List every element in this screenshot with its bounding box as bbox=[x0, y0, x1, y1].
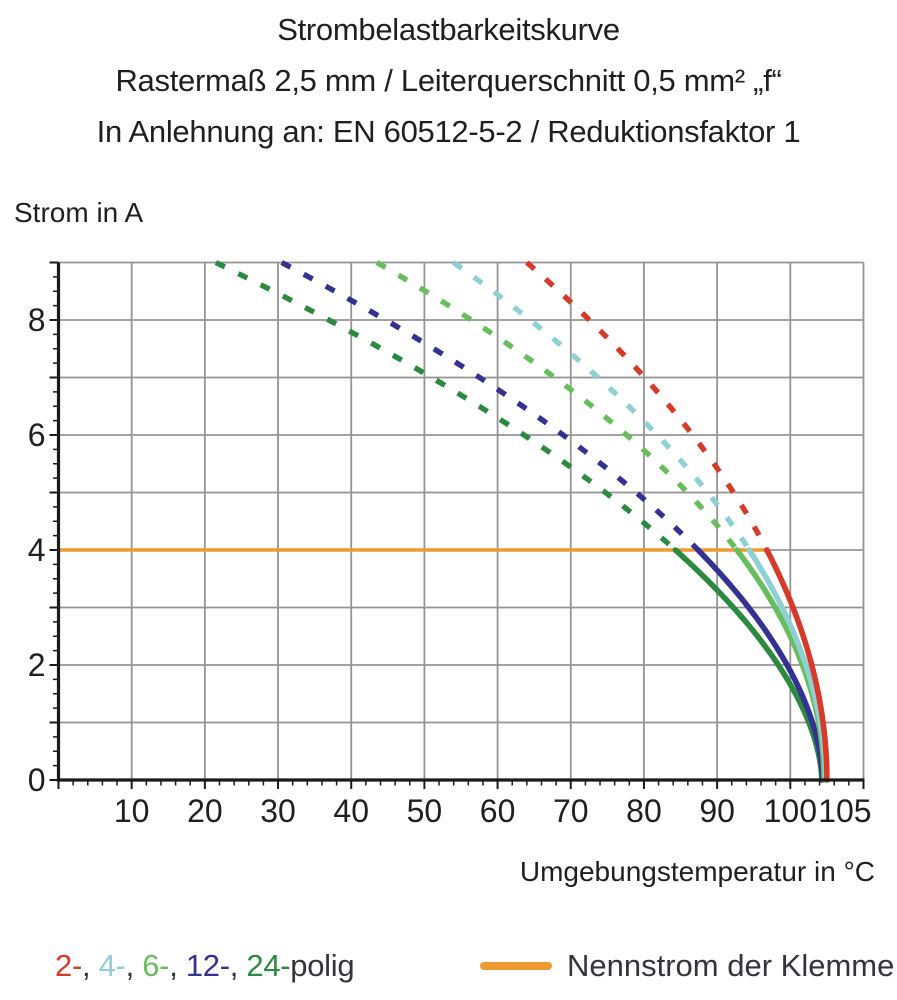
legend-pole-24-polig: 24- bbox=[246, 948, 291, 983]
x-tick-label: 90 bbox=[699, 793, 735, 829]
series-2-polig-dashed bbox=[525, 260, 770, 552]
legend-pole-12-polig: 12- bbox=[185, 948, 230, 983]
series-12-polig-dashed bbox=[280, 260, 701, 552]
y-axis-title: Strom in A bbox=[14, 197, 144, 228]
x-tick-label: 60 bbox=[480, 793, 516, 829]
chart-axes bbox=[49, 261, 865, 789]
series-6-polig bbox=[375, 260, 827, 783]
x-tick-label: 70 bbox=[553, 793, 589, 829]
legend-pole-4-polig: 4- bbox=[98, 948, 126, 983]
y-tick-label: 4 bbox=[28, 532, 46, 568]
legend-poles: 2-, 4-, 6-, 12-, 24-polig bbox=[55, 948, 355, 984]
legend-pole-separator: , bbox=[169, 948, 186, 983]
x-tick-label: 100 bbox=[764, 793, 817, 829]
nominal-current-swatch bbox=[480, 962, 552, 970]
series-12-polig-solid bbox=[695, 547, 826, 783]
chart-title-line-1: Strombelastbarkeitskurve bbox=[277, 12, 620, 47]
series-12-polig bbox=[280, 260, 826, 783]
y-tick-label: 0 bbox=[28, 762, 46, 798]
chart-title-line-2: Rastermaß 2,5 mm / Leiterquerschnitt 0,5… bbox=[115, 63, 782, 98]
series-2-polig bbox=[525, 260, 830, 783]
legend-pole-separator: , bbox=[125, 948, 143, 983]
nominal-current-label: Nennstrom der Klemme bbox=[567, 948, 895, 983]
tick-labels: 10 20 30 40 50 60 70 80 90 100 105 0 2 4 6 8 bbox=[28, 302, 872, 829]
x-tick-label: 20 bbox=[187, 793, 223, 829]
y-tick-label: 6 bbox=[28, 417, 46, 453]
series-2-polig-solid bbox=[764, 547, 830, 783]
legend-pole-separator: polig bbox=[290, 948, 355, 983]
legend-nominal-current: Nennstrom der Klemme bbox=[480, 948, 894, 984]
x-tick-label: 30 bbox=[260, 793, 296, 829]
x-tick-label: 10 bbox=[114, 793, 150, 829]
legend-pole-2-polig: 2- bbox=[55, 948, 82, 983]
legend-pole-separator: , bbox=[81, 948, 99, 983]
chart-title: Strombelastbarkeitskurve Rastermaß 2,5 m… bbox=[0, 4, 897, 157]
chart-grid bbox=[58, 261, 865, 780]
x-axis-title: Umgebungstemperatur in °C bbox=[519, 856, 875, 887]
y-tick-label: 2 bbox=[28, 647, 46, 683]
x-tick-label: 80 bbox=[626, 793, 662, 829]
y-tick-label: 8 bbox=[28, 302, 46, 338]
x-tick-label: 40 bbox=[333, 793, 369, 829]
series-6-polig-dashed bbox=[375, 260, 740, 552]
series-4-polig bbox=[452, 260, 829, 783]
legend-pole-separator: , bbox=[229, 948, 247, 983]
series-24-polig-dashed bbox=[214, 260, 678, 553]
legend-pole-6-polig: 6- bbox=[142, 948, 170, 983]
chart-title-line-3: In Anlehnung an: EN 60512-5-2 / Reduktio… bbox=[96, 114, 801, 149]
series-4-polig-dashed bbox=[452, 260, 752, 552]
x-tick-label: 50 bbox=[407, 793, 443, 829]
x-tick-label: 105 bbox=[818, 793, 871, 829]
